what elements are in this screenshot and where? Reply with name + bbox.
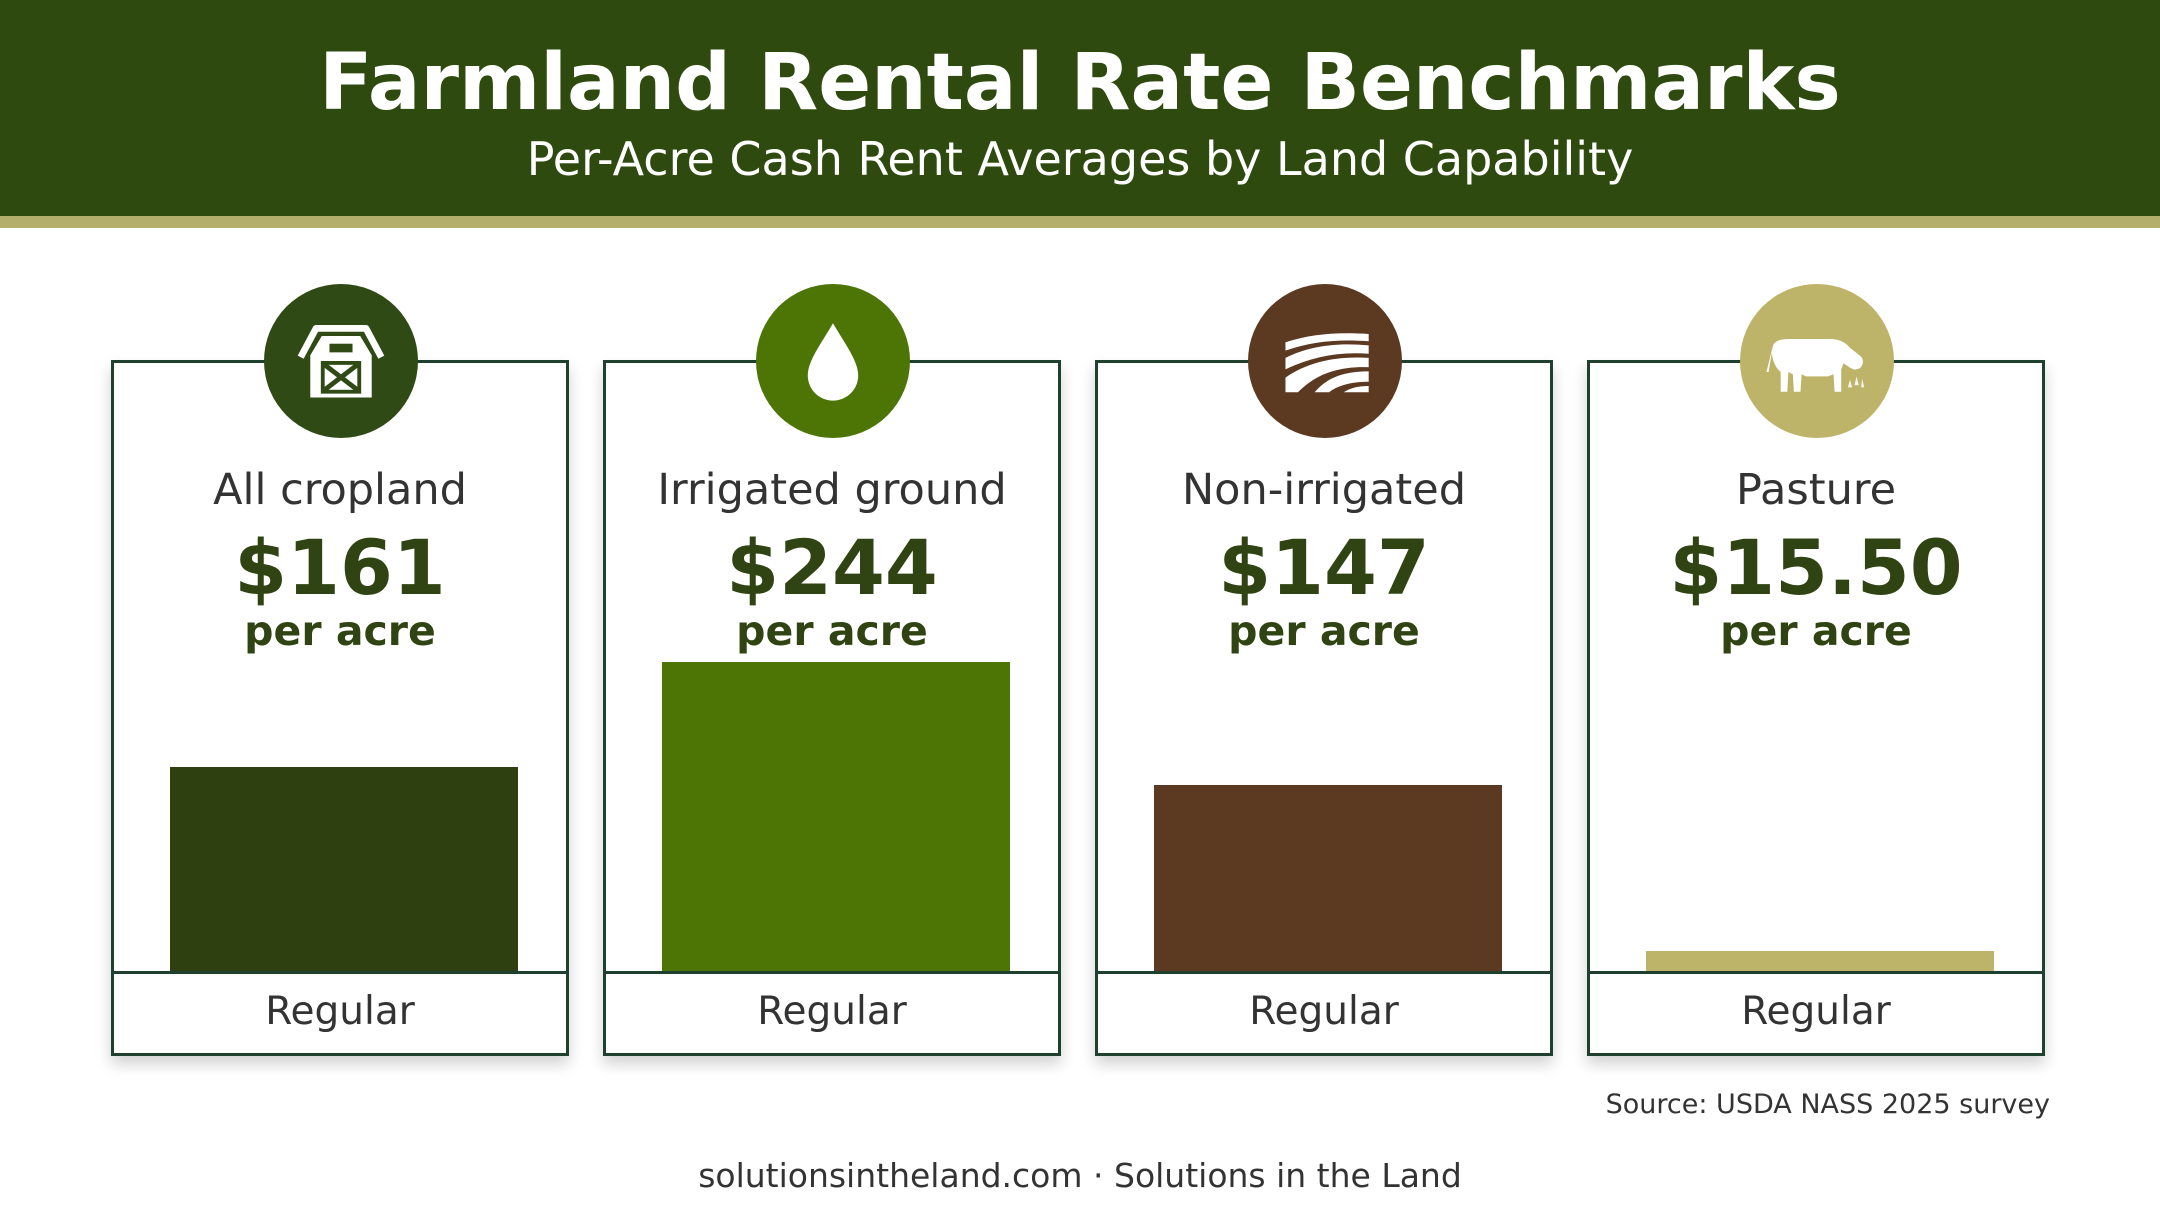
unit-label: per acre [244, 607, 436, 655]
field-rows-icon-circle [1248, 284, 1402, 438]
footer-label: Regular [757, 989, 907, 1034]
category-label: Non-irrigated [1182, 465, 1466, 515]
page-title: Farmland Rental Rate Benchmarks [319, 38, 1841, 128]
value-label: $147 [1218, 523, 1430, 612]
value-label: $15.50 [1669, 523, 1963, 612]
baseline [1098, 971, 1550, 974]
baseline [1590, 971, 2042, 974]
baseline [606, 971, 1058, 974]
baseline [114, 971, 566, 974]
unit-label: per acre [1228, 607, 1420, 655]
card-pasture: Pasture $15.50 per acre Regular [1587, 360, 2045, 1056]
header-accent-stripe [0, 216, 2160, 228]
bar-irrigated-ground [662, 662, 1010, 971]
cow-icon-circle [1740, 284, 1894, 438]
cow-icon [1766, 339, 1865, 392]
category-label: All cropland [213, 465, 467, 515]
footer-label: Regular [1741, 989, 1891, 1034]
barn-icon [297, 325, 385, 398]
card-non-irrigated: Non-irrigated $147 per acre Regular [1095, 360, 1553, 1056]
header-band [0, 0, 2160, 216]
category-label: Irrigated ground [657, 465, 1007, 515]
footer-label: Regular [265, 989, 415, 1034]
bar-all-cropland [170, 767, 518, 971]
value-label: $161 [234, 523, 446, 612]
value-label: $244 [726, 523, 938, 612]
footer-label: Regular [1249, 989, 1399, 1034]
unit-label: per acre [736, 607, 928, 655]
page-subtitle: Per-Acre Cash Rent Averages by Land Capa… [526, 132, 1634, 186]
bar-non-irrigated [1154, 785, 1502, 971]
field-rows-icon [1285, 333, 1369, 393]
card-irrigated-ground: Irrigated ground $244 per acre Regular [603, 360, 1061, 1056]
barn-icon-circle [264, 284, 418, 438]
bar-pasture [1646, 951, 1994, 971]
water-drop-icon [807, 323, 859, 401]
category-label: Pasture [1735, 465, 1897, 515]
unit-label: per acre [1720, 607, 1912, 655]
card-all-cropland: All cropland $161 per acre Regular [111, 360, 569, 1056]
source-note: Source: USDA NASS 2025 survey [1605, 1089, 2050, 1120]
water-drop-icon-circle [756, 284, 910, 438]
footer-credit: solutionsintheland.com · Solutions in th… [698, 1156, 1462, 1195]
